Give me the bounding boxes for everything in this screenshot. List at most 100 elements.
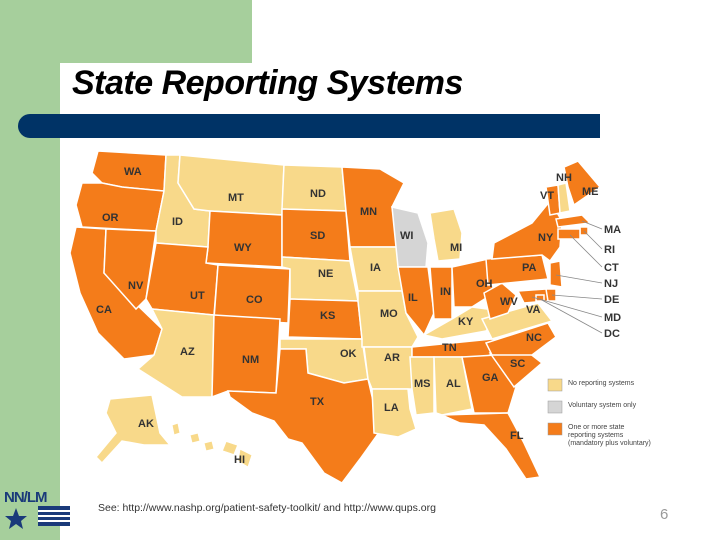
- title-rule: [18, 114, 600, 138]
- state-nv: [103, 228, 157, 311]
- leader-line-nj: [555, 274, 603, 284]
- state-label-dc: DC: [604, 328, 620, 340]
- state-label-tn: TN: [442, 342, 457, 354]
- state-label-md: MD: [604, 312, 621, 324]
- nnlm-logo: [5, 506, 70, 529]
- state-label-sc: SC: [510, 358, 525, 370]
- source-citation: See: http://www.nashp.org/patient-safety…: [98, 502, 436, 514]
- legend-label-voluntary: Voluntary system only: [568, 402, 637, 409]
- state-label-wv: WV: [500, 296, 518, 308]
- state-label-il: IL: [408, 292, 418, 304]
- state-label-ut: UT: [190, 290, 205, 302]
- state-hi: [221, 440, 239, 456]
- island-shape: [189, 432, 201, 444]
- island-shape: [171, 422, 181, 436]
- state-label-ky: KY: [458, 316, 474, 328]
- island-shape: [237, 448, 253, 468]
- state-label-ak: AK: [138, 418, 154, 430]
- state-label-pa: PA: [522, 262, 537, 274]
- state-nj: [549, 260, 563, 288]
- state-label-nh: NH: [556, 172, 572, 184]
- states-layer: [69, 150, 602, 483]
- state-label-id: ID: [172, 216, 183, 228]
- state-label-mt: MT: [228, 192, 244, 204]
- legend-swatch-none: [547, 378, 563, 392]
- state-mi: [429, 208, 463, 262]
- state-label-nv: NV: [128, 280, 144, 292]
- leader-line-dc: [539, 298, 603, 334]
- state-label-fl: FL: [510, 430, 524, 442]
- state-mt: [177, 154, 285, 216]
- state-ms: [409, 356, 435, 416]
- state-pa: [485, 254, 549, 286]
- title-area: [60, 63, 720, 115]
- state-oh: [451, 258, 495, 308]
- state-label-nm: NM: [242, 354, 259, 366]
- state-label-ny: NY: [538, 232, 554, 244]
- state-label-mn: MN: [360, 206, 377, 218]
- state-label-ar: AR: [384, 352, 400, 364]
- legend-swatch-mandatory: [547, 422, 563, 436]
- state-me: [563, 160, 602, 207]
- state-tx: [226, 348, 381, 483]
- state-il: [397, 266, 435, 337]
- state-label-al: AL: [446, 378, 461, 390]
- state-la: [371, 388, 417, 438]
- page-number: 6: [660, 506, 669, 523]
- state-label-ca: CA: [96, 304, 112, 316]
- state-label-va: VA: [526, 304, 541, 316]
- state-label-ia: IA: [370, 262, 381, 274]
- state-va: [480, 302, 554, 340]
- state-label-co: CO: [246, 294, 263, 306]
- state-label-tx: TX: [310, 396, 325, 408]
- state-label-wa: WA: [124, 166, 142, 178]
- legend-swatch-voluntary: [547, 400, 563, 414]
- state-label-vt: VT: [540, 190, 554, 202]
- us-map: WA OR CA NV ID MT WY UT CO AZ NM ND SD NE KS OK TX MN IA MO…: [69, 150, 651, 483]
- state-ct: [557, 228, 581, 240]
- state-label-me: ME: [582, 186, 599, 198]
- legend-label-mandatory: reporting systems: [568, 432, 624, 439]
- state-label-ms: MS: [414, 378, 431, 390]
- labels-layer: WA OR CA NV ID MT WY UT CO AZ NM ND SD NE KS OK TX MN IA MO…: [96, 166, 621, 466]
- state-label-mi: MI: [450, 242, 462, 254]
- island-shape: [203, 440, 215, 452]
- state-label-ne: NE: [318, 268, 333, 280]
- state-label-wi: WI: [400, 230, 413, 242]
- state-label-or: OR: [102, 212, 119, 224]
- state-label-sd: SD: [310, 230, 325, 242]
- state-label-ma: MA: [604, 224, 621, 236]
- state-ny: [491, 199, 563, 263]
- legend-layer: No reporting systems Voluntary system onl…: [547, 378, 651, 447]
- legend-label-mandatory: (mandatory plus voluntary): [568, 440, 651, 447]
- state-label-nd: ND: [310, 188, 326, 200]
- sidebar-accent: [0, 0, 60, 540]
- state-label-wy: WY: [234, 242, 252, 254]
- state-al: [433, 356, 473, 416]
- leader-line-ri: [583, 230, 603, 250]
- state-ak: [94, 394, 172, 465]
- state-fl: [441, 412, 542, 480]
- legend-label-none: No reporting systems: [568, 380, 635, 387]
- state-label-ct: CT: [604, 262, 619, 274]
- state-label-in: IN: [440, 286, 451, 298]
- state-wi: [391, 206, 429, 268]
- logo-text: NN/LM: [4, 489, 47, 506]
- state-ut: [145, 242, 219, 316]
- state-label-nj: NJ: [604, 278, 618, 290]
- state-label-de: DE: [604, 294, 619, 306]
- state-label-oh: OH: [476, 278, 493, 290]
- state-label-hi: HI: [234, 454, 245, 466]
- state-label-mo: MO: [380, 308, 398, 320]
- state-label-ga: GA: [482, 372, 499, 384]
- leader-line-de: [551, 294, 603, 300]
- state-wv: [483, 282, 517, 320]
- leader-line-ct: [569, 234, 603, 268]
- leader-line-md: [531, 296, 603, 318]
- state-or: [75, 182, 165, 232]
- state-label-ri: RI: [604, 244, 615, 256]
- state-label-az: AZ: [180, 346, 195, 358]
- state-nc: [484, 322, 557, 356]
- state-label-la: LA: [384, 402, 399, 414]
- state-label-ok: OK: [340, 348, 357, 360]
